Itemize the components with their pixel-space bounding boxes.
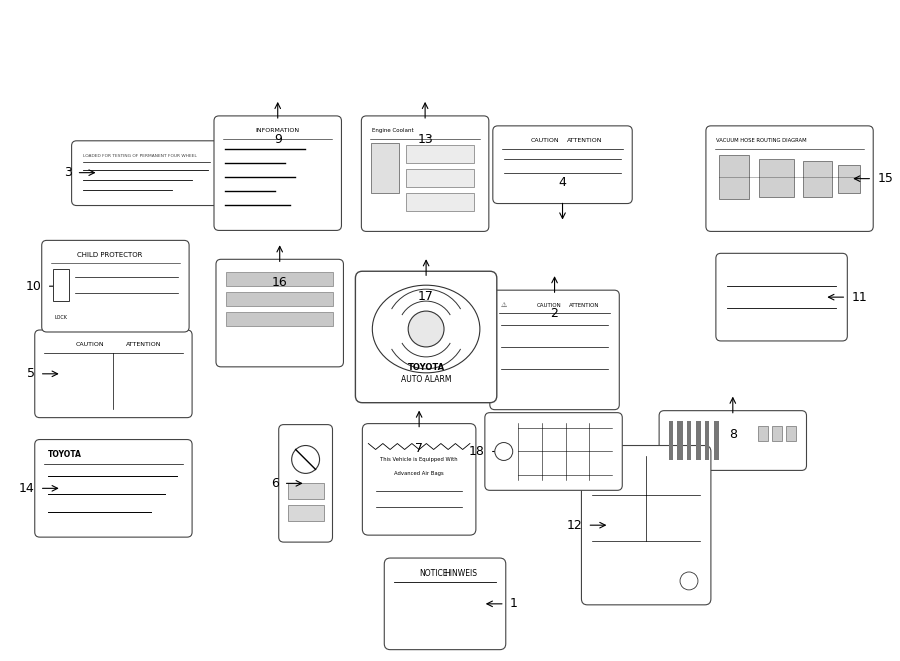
Bar — [406, 169, 474, 186]
Text: 18: 18 — [469, 445, 485, 458]
Circle shape — [292, 446, 320, 473]
Text: 17: 17 — [418, 290, 434, 303]
Bar — [705, 420, 709, 461]
Bar — [714, 420, 719, 461]
Bar — [288, 483, 323, 499]
Text: 12: 12 — [567, 519, 582, 531]
Bar — [687, 420, 691, 461]
Text: Engine Coolant: Engine Coolant — [373, 128, 414, 134]
Text: INFORMATION: INFORMATION — [256, 128, 300, 134]
Text: 11: 11 — [851, 291, 867, 303]
FancyBboxPatch shape — [384, 558, 506, 650]
Text: AUTO ALARM: AUTO ALARM — [400, 375, 452, 384]
Circle shape — [495, 442, 513, 461]
Text: This Vehicle is Equipped With: This Vehicle is Equipped With — [381, 457, 458, 462]
FancyBboxPatch shape — [279, 424, 332, 542]
Text: 16: 16 — [272, 276, 288, 290]
Text: 7: 7 — [415, 442, 423, 455]
Text: HINWEIS: HINWEIS — [445, 570, 478, 578]
FancyBboxPatch shape — [490, 290, 619, 410]
FancyBboxPatch shape — [356, 271, 497, 403]
Bar — [288, 505, 323, 521]
Text: CHILD PROTECTOR: CHILD PROTECTOR — [76, 253, 142, 258]
FancyBboxPatch shape — [581, 446, 711, 605]
Bar — [696, 420, 701, 461]
Bar — [226, 312, 334, 326]
Text: 15: 15 — [878, 172, 893, 185]
Text: ATTENTION: ATTENTION — [569, 303, 599, 307]
Text: ATTENTION: ATTENTION — [125, 342, 161, 348]
Bar — [803, 161, 833, 196]
Bar — [771, 426, 781, 440]
Text: ATTENTION: ATTENTION — [567, 138, 602, 143]
Text: 6: 6 — [271, 477, 279, 490]
FancyBboxPatch shape — [716, 253, 847, 341]
Text: 9: 9 — [274, 133, 282, 146]
Text: 3: 3 — [64, 166, 72, 179]
Text: CAUTION: CAUTION — [530, 138, 559, 143]
Bar — [406, 145, 474, 163]
FancyBboxPatch shape — [485, 412, 622, 490]
Text: 13: 13 — [418, 133, 433, 146]
Text: 2: 2 — [551, 307, 559, 320]
Text: LOCK: LOCK — [54, 315, 68, 319]
Text: CAUTION: CAUTION — [537, 303, 562, 307]
Text: VACUUM HOSE ROUTING DIAGRAM: VACUUM HOSE ROUTING DIAGRAM — [716, 138, 806, 143]
Bar — [226, 272, 334, 286]
Text: TOYOTA: TOYOTA — [408, 364, 445, 372]
Bar — [759, 159, 794, 196]
Bar — [719, 155, 749, 198]
Bar — [786, 426, 796, 440]
Ellipse shape — [373, 285, 480, 373]
FancyBboxPatch shape — [363, 424, 476, 535]
Bar — [839, 165, 860, 192]
Bar — [226, 292, 334, 306]
Text: LOADED FOR TESTING OF PERMANENT FOUR WHEEL: LOADED FOR TESTING OF PERMANENT FOUR WHE… — [83, 154, 196, 158]
Text: 10: 10 — [26, 280, 41, 293]
Text: 14: 14 — [19, 482, 35, 495]
FancyBboxPatch shape — [35, 440, 192, 537]
Text: TOYOTA: TOYOTA — [48, 450, 82, 459]
Text: 4: 4 — [559, 176, 566, 188]
FancyBboxPatch shape — [706, 126, 873, 231]
Text: 8: 8 — [729, 428, 737, 441]
FancyBboxPatch shape — [659, 410, 806, 471]
FancyBboxPatch shape — [216, 259, 344, 367]
Bar — [372, 143, 400, 192]
Bar — [669, 420, 673, 461]
Text: 1: 1 — [509, 598, 518, 610]
Bar — [677, 420, 683, 461]
FancyBboxPatch shape — [214, 116, 341, 231]
Circle shape — [680, 572, 698, 590]
Text: NOTICE: NOTICE — [418, 570, 447, 578]
Text: CAUTION: CAUTION — [76, 342, 104, 348]
Circle shape — [409, 311, 444, 347]
Text: Advanced Air Bags: Advanced Air Bags — [394, 471, 444, 476]
Bar — [758, 426, 768, 440]
Bar — [53, 269, 68, 301]
FancyBboxPatch shape — [41, 241, 189, 332]
FancyBboxPatch shape — [362, 116, 489, 231]
Text: 5: 5 — [27, 368, 35, 380]
FancyBboxPatch shape — [72, 141, 221, 206]
Bar — [406, 192, 474, 210]
FancyBboxPatch shape — [493, 126, 632, 204]
Text: ⚠: ⚠ — [500, 302, 507, 308]
FancyBboxPatch shape — [35, 330, 192, 418]
